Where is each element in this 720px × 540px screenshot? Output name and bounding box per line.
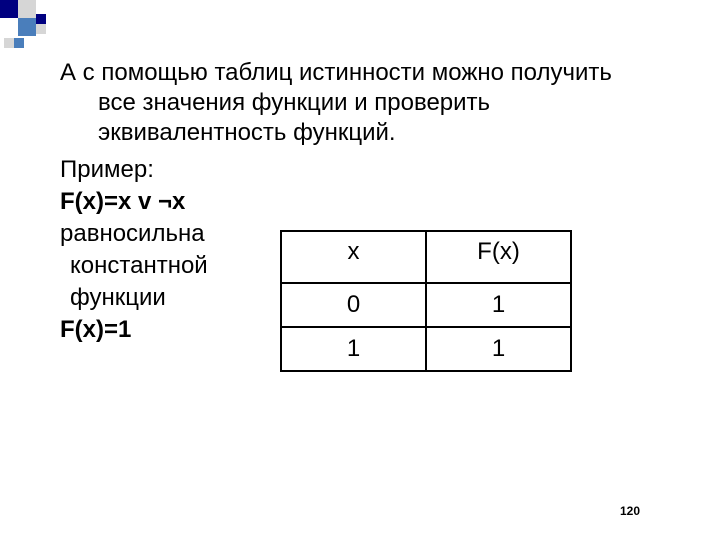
col-header-x: x <box>281 231 426 283</box>
col-header-fx: F(x) <box>426 231 571 283</box>
decor-square <box>14 38 24 48</box>
page-number: 120 <box>620 504 640 518</box>
table-row: 0 1 <box>281 283 571 327</box>
table-header-row: x F(x) <box>281 231 571 283</box>
cell-fx-1: 1 <box>426 327 571 371</box>
cell-fx-0: 1 <box>426 283 571 327</box>
decor-square <box>0 18 18 36</box>
decor-square <box>18 0 36 18</box>
decor-square <box>4 38 14 48</box>
decor-square <box>36 24 46 34</box>
cell-x-1: 1 <box>281 327 426 371</box>
decor-square <box>18 18 36 36</box>
decor-square <box>36 14 46 24</box>
decor-square <box>0 0 18 18</box>
truth-table: x F(x) 0 1 1 1 <box>280 230 572 372</box>
formula-1: F(x)=x v ¬x <box>60 186 655 218</box>
slide: А с помощью таблиц истинности можно полу… <box>0 0 720 540</box>
example-label: Пример: <box>60 154 655 186</box>
intro-paragraph: А с помощью таблиц истинности можно полу… <box>60 58 655 148</box>
cell-x-0: 0 <box>281 283 426 327</box>
table-row: 1 1 <box>281 327 571 371</box>
